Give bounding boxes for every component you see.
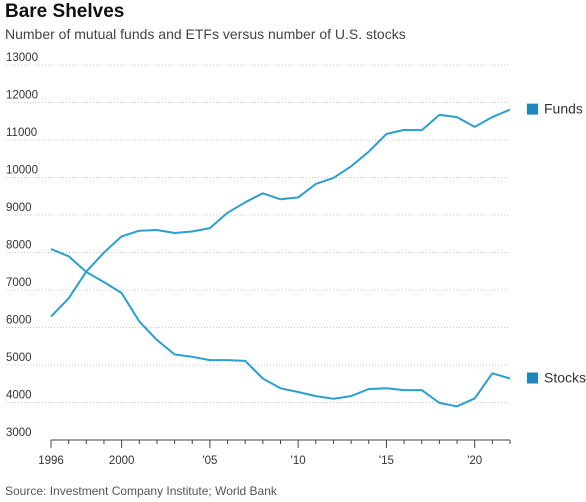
y-tick-label: 3000 [6,427,32,439]
legend: Funds Stocks [527,101,586,386]
x-axis: 1996 2000 '05 '10 '15 '20 [38,439,511,467]
y-tick-label: 9000 [6,202,32,214]
x-tick-label: '20 [467,455,482,467]
x-tick-label: '15 [379,455,394,467]
y-tick-label: 4000 [6,390,32,402]
x-tick-label: 2000 [109,455,135,467]
legend-label-stocks: Stocks [544,370,586,386]
series-line-funds [50,108,511,318]
gridlines [6,64,510,403]
x-tick-label: '05 [202,455,217,467]
y-tick-label: 10000 [6,165,38,177]
y-tick-label: 13000 [6,52,38,64]
y-tick-label: 8000 [6,240,32,252]
y-tick-label: 5000 [6,352,32,364]
chart-subtitle: Number of mutual funds and ETFs versus n… [5,26,406,42]
legend-label-funds: Funds [544,101,583,117]
chart-title: Bare Shelves [5,1,125,22]
x-tick-label: '10 [291,455,306,467]
y-tick-label: 11000 [6,127,37,139]
y-tick-label: 6000 [6,315,32,327]
series-lines [50,108,511,408]
source-note: Source: Investment Company Institute; Wo… [5,484,277,498]
y-axis-ticks: 3000 4000 5000 6000 7000 8000 9000 10000 11000 12… [6,52,38,439]
series-line-stocks [50,248,511,408]
y-tick-label: 12000 [6,90,38,102]
legend-swatch-stocks [527,372,538,384]
y-tick-label: 7000 [6,277,32,289]
x-tick-label: 1996 [38,455,64,467]
legend-swatch-funds [527,103,538,115]
